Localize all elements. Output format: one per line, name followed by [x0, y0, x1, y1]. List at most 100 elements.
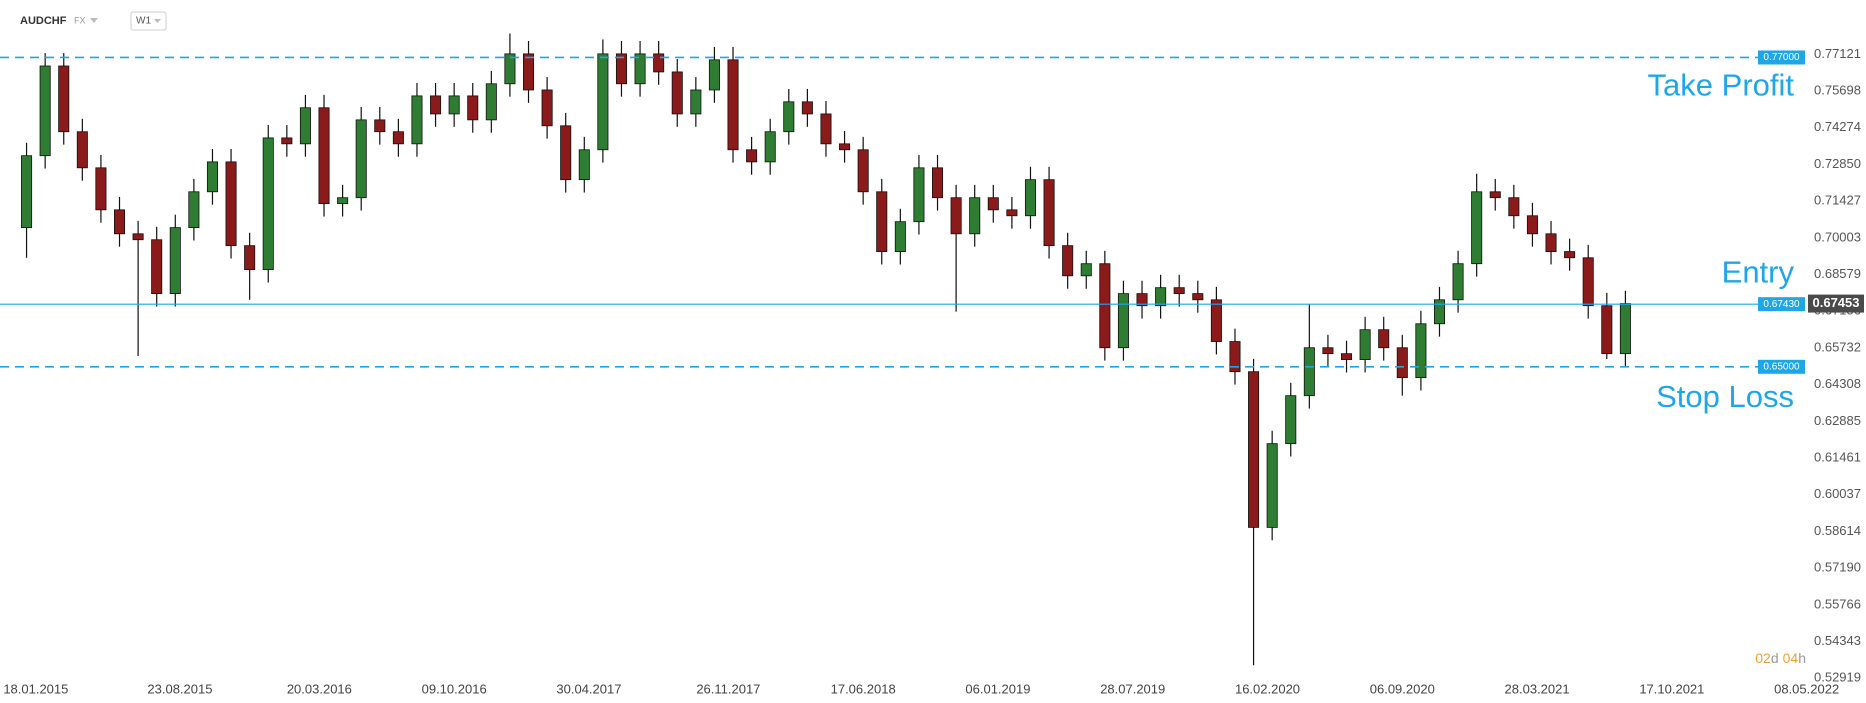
last-price-tag — [1808, 294, 1864, 313]
candle-body — [987, 197, 999, 211]
x-tick-label: 23.08.2015 — [147, 681, 212, 696]
y-tick-label: 0.72850 — [1814, 156, 1861, 171]
candle-body — [374, 119, 386, 133]
candle-body — [876, 191, 888, 252]
level-tag-label: 0.67430 — [1763, 299, 1800, 310]
dropdown-arrow[interactable] — [90, 18, 98, 23]
candle-body — [76, 131, 88, 169]
candle-body — [1378, 329, 1390, 349]
countdown-unit: h — [1798, 650, 1806, 666]
candle-body — [541, 89, 553, 127]
x-tick-label: 28.03.2021 — [1505, 681, 1570, 696]
level-text: Take Profit — [1648, 68, 1795, 103]
level-tag — [1758, 297, 1805, 312]
market: FX — [74, 15, 86, 25]
y-tick-label: 0.68579 — [1814, 266, 1861, 281]
candle-body — [894, 221, 906, 252]
candle-body — [95, 167, 107, 211]
countdown-days: 02 — [1755, 650, 1771, 666]
x-tick-label: 06.09.2020 — [1370, 681, 1435, 696]
y-tick-label: 0.77121 — [1814, 46, 1861, 61]
candle-body — [281, 137, 293, 145]
candle-body — [1322, 347, 1334, 355]
candle-body — [1508, 197, 1520, 217]
candle-body — [206, 161, 218, 193]
candle-body — [1229, 341, 1241, 373]
candle-body — [299, 107, 311, 145]
candle-body — [1173, 287, 1185, 295]
candle-body — [523, 53, 535, 91]
candle-body — [1117, 293, 1129, 349]
level-tag — [1758, 359, 1805, 374]
candle-body — [1564, 251, 1576, 259]
x-tick-label: 17.10.2021 — [1639, 681, 1704, 696]
candle-body — [1155, 287, 1167, 307]
candle-body — [746, 149, 758, 163]
y-tick-label: 0.64308 — [1814, 376, 1861, 391]
candle-body — [1489, 191, 1501, 199]
interval-box[interactable] — [130, 11, 167, 31]
candle-body — [39, 65, 51, 157]
y-tick-label: 0.60037 — [1814, 486, 1861, 501]
x-tick-label: 09.10.2016 — [422, 681, 487, 696]
candle-body — [950, 197, 962, 235]
candle-body — [1043, 179, 1055, 247]
candle-body — [1266, 443, 1278, 528]
x-tick-label: 26.11.2017 — [696, 681, 760, 696]
candle-body — [857, 149, 869, 193]
candle-body — [1136, 293, 1148, 307]
candle-body — [969, 197, 981, 235]
candle-body — [132, 233, 144, 241]
candle-body — [244, 245, 256, 271]
candle-body — [504, 53, 516, 85]
candle-body — [21, 155, 33, 229]
candle-body — [1303, 347, 1315, 397]
candle-body — [114, 209, 126, 235]
candle-body — [1062, 245, 1074, 277]
x-tick-label: 16.02.2020 — [1235, 681, 1300, 696]
candle-body — [1341, 353, 1353, 360]
candle-body — [485, 83, 497, 121]
candle-body — [225, 161, 237, 247]
candle-body — [151, 239, 163, 295]
candle-body — [169, 227, 181, 295]
y-tick-label: 0.74274 — [1814, 119, 1861, 134]
candle-body — [839, 143, 851, 151]
candle-body — [467, 95, 479, 121]
candle-body — [1192, 293, 1204, 301]
candle-body — [597, 53, 609, 151]
y-tick-label: 0.62885 — [1814, 413, 1861, 428]
candle-body — [448, 95, 460, 115]
candle-body — [653, 53, 665, 73]
candle-body — [188, 191, 200, 229]
x-tick-label: 06.01.2019 — [965, 681, 1030, 696]
interval[interactable]: W1 — [136, 16, 151, 27]
candle-body — [783, 101, 795, 133]
x-tick-label: 17.06.2018 — [831, 681, 896, 696]
level-tag-label: 0.65000 — [1763, 361, 1800, 372]
x-tick-label: 28.07.2019 — [1100, 681, 1165, 696]
countdown-unit: d — [1771, 650, 1779, 666]
candle-body — [1415, 323, 1427, 379]
x-tick-label: 18.01.2015 — [3, 681, 68, 696]
dropdown-arrow[interactable] — [154, 19, 161, 23]
candle-body — [355, 119, 367, 199]
candle-body — [58, 65, 70, 133]
candle-body — [1582, 257, 1594, 307]
level-tag — [1758, 50, 1805, 65]
y-tick-label: 0.70003 — [1814, 229, 1861, 244]
candle-body — [1359, 329, 1371, 360]
candle-body — [392, 131, 404, 145]
candle-body — [801, 101, 813, 115]
candle-body — [560, 125, 572, 181]
candle-body — [318, 107, 330, 205]
candle-body — [1452, 263, 1464, 301]
candle-body — [1396, 347, 1408, 379]
symbol[interactable]: AUDCHF — [20, 15, 67, 27]
y-tick-label: 0.75698 — [1814, 82, 1861, 97]
candle-body — [337, 197, 349, 205]
candle-body — [615, 53, 627, 85]
level-text: Stop Loss — [1656, 379, 1794, 414]
